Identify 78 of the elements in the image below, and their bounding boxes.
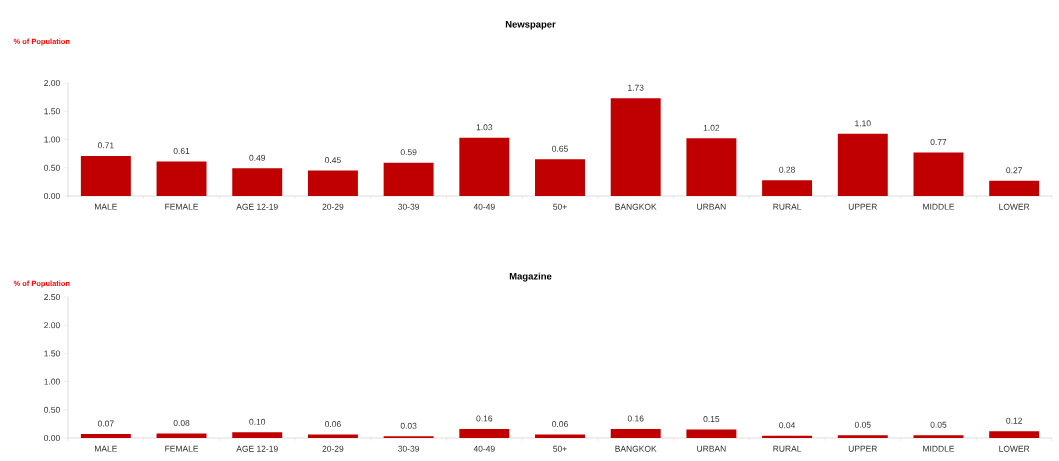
chart-title: Magazine [509, 272, 552, 282]
data-label: 0.06 [552, 421, 568, 428]
x-tick-label: 40-49 [473, 203, 495, 210]
chart-title: Newspaper [505, 21, 556, 30]
bar [459, 137, 510, 196]
x-tick-label: 40-49 [473, 445, 495, 452]
x-tick-label: 30-39 [398, 445, 420, 452]
data-label: 0.04 [779, 422, 796, 429]
data-label: 1.10 [855, 120, 871, 127]
x-tick-label: AGE 12-19 [236, 445, 278, 452]
y-tick-label: 1.50 [44, 108, 60, 115]
data-label: 0.03 [400, 422, 417, 429]
data-label: 1.73 [628, 84, 644, 91]
y-tick-label: 0.50 [44, 406, 60, 413]
x-tick-label: MIDDLE [923, 203, 955, 210]
x-tick-label: URBAN [697, 445, 726, 452]
bar [686, 138, 737, 196]
x-tick-label: 50+ [553, 445, 567, 452]
bar [232, 168, 283, 196]
bar [762, 180, 813, 196]
data-label: 0.71 [97, 142, 114, 149]
data-label: 0.10 [249, 418, 266, 425]
data-label: 0.28 [779, 166, 795, 173]
x-tick-label: 30-39 [398, 203, 420, 210]
x-tick-label: MIDDLE [923, 445, 955, 452]
y-tick-label: 2.00 [44, 322, 60, 329]
data-label: 0.12 [1006, 417, 1022, 424]
bar [383, 162, 434, 196]
x-tick-label: RURAL [773, 445, 802, 452]
data-label: 0.16 [476, 415, 493, 422]
y-tick-label: 0.00 [44, 435, 60, 441]
x-tick-label: URBAN [697, 203, 726, 210]
data-label: 0.07 [97, 420, 114, 427]
data-label: 1.02 [703, 124, 720, 131]
y-tick-label: 2.50 [44, 294, 60, 300]
x-tick-label: AGE 12-19 [236, 203, 278, 210]
bar [913, 152, 964, 196]
bar [307, 170, 358, 196]
bar [837, 133, 888, 196]
x-tick-label: RURAL [773, 203, 802, 210]
x-tick-label: LOWER [999, 203, 1030, 210]
data-label: 0.16 [627, 415, 644, 422]
y-tick-label: 1.50 [44, 350, 60, 357]
x-tick-label: UPPER [848, 445, 877, 452]
x-tick-label: LOWER [999, 445, 1030, 452]
x-tick-label: 20-29 [322, 445, 344, 452]
x-tick-label: FEMALE [165, 203, 199, 210]
bar [989, 180, 1040, 196]
data-label: 0.15 [703, 416, 720, 423]
y-tick-label: 1.00 [44, 378, 60, 385]
x-tick-label: MALE [95, 445, 118, 452]
y-tick-label: 2.00 [44, 80, 60, 86]
x-tick-label: UPPER [848, 203, 877, 210]
data-label: 1.03 [476, 124, 493, 131]
data-label: 0.77 [930, 138, 947, 145]
x-tick-label: 20-29 [322, 203, 344, 210]
data-label: 0.06 [325, 421, 341, 428]
data-label: 0.49 [249, 154, 266, 161]
x-tick-label: BANGKOK [615, 445, 657, 452]
x-tick-label: MALE [95, 203, 118, 210]
y-tick-label: 1.00 [44, 136, 60, 143]
x-tick-label: 50+ [553, 203, 567, 210]
bar [156, 161, 207, 196]
data-label: 0.59 [400, 149, 417, 156]
bar [610, 98, 661, 196]
data-label: 0.05 [930, 421, 947, 428]
data-label: 0.61 [173, 148, 190, 155]
bar [80, 155, 131, 196]
y-tick-label: 0.50 [44, 164, 60, 171]
x-tick-label: FEMALE [165, 445, 199, 452]
y-tick-label: 0.00 [44, 193, 60, 199]
data-label: 0.45 [325, 157, 341, 164]
data-label: 0.08 [173, 419, 190, 426]
x-tick-label: BANGKOK [615, 203, 657, 210]
data-label: 0.65 [552, 145, 568, 152]
data-label: 0.27 [1006, 167, 1022, 174]
bar [535, 159, 585, 196]
data-label: 0.05 [854, 421, 871, 428]
